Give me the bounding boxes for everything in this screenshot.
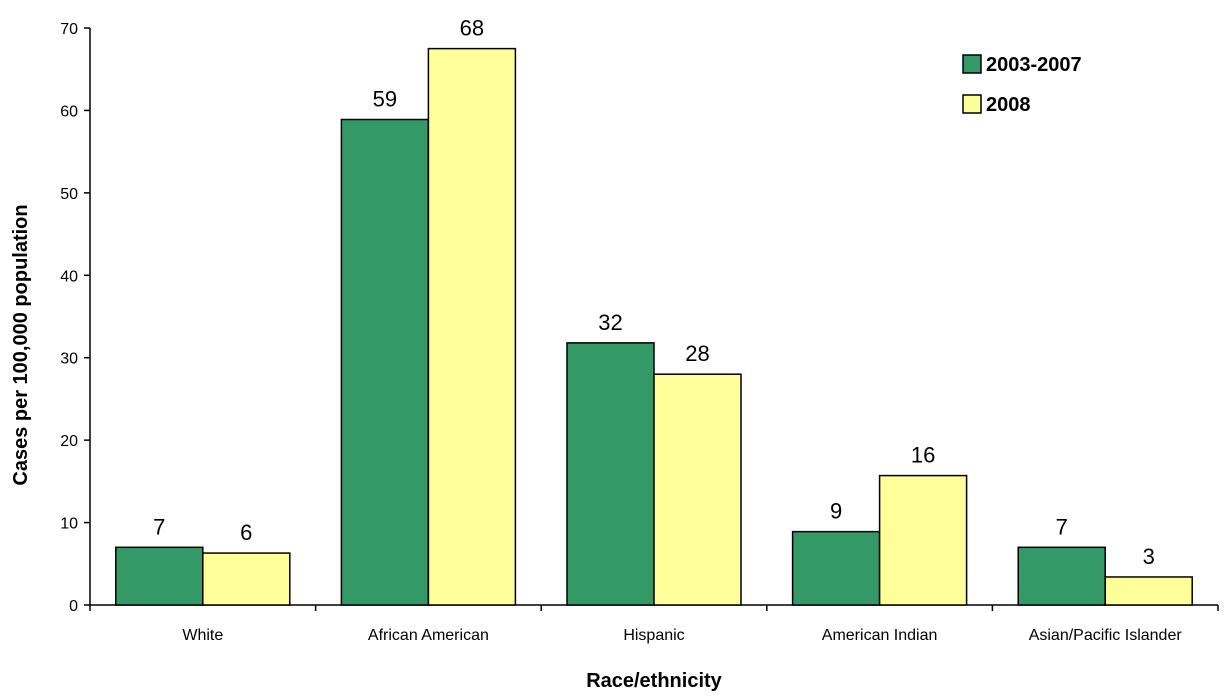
x-tick-label: White	[182, 627, 223, 644]
bar-series2	[653, 373, 742, 606]
data-label: 9	[830, 499, 842, 524]
data-label: 7	[153, 514, 165, 539]
y-axis-title: Cases per 100,000 population	[10, 204, 32, 485]
data-label: 16	[911, 443, 935, 468]
bar-series1	[791, 530, 881, 606]
x-tick-label: American Indian	[822, 627, 938, 644]
legend-swatch-2008	[962, 94, 982, 114]
data-label: 3	[1143, 544, 1155, 569]
legend-label-2008: 2008	[986, 94, 1031, 116]
data-label: 32	[598, 310, 622, 335]
y-tick-label: 60	[60, 103, 78, 120]
bars	[115, 47, 1193, 606]
bar-series1	[566, 342, 655, 606]
bar-series2	[878, 474, 968, 606]
legend: 2003-2007 2008	[962, 54, 1082, 116]
y-tick-label: 0	[69, 598, 78, 615]
x-axis: White African American Hispanic American In…	[89, 604, 1219, 644]
bar-series2	[427, 47, 517, 606]
y-tick-label: 30	[60, 351, 78, 368]
y-axis: 0 10 20 30 40 50 60 70	[60, 21, 91, 615]
y-tick-label: 70	[60, 21, 78, 38]
x-tick-label: Asian/Pacific Islander	[1029, 627, 1183, 644]
data-label: 28	[685, 341, 709, 366]
y-tick-label: 50	[60, 186, 78, 203]
data-label: 6	[240, 520, 252, 545]
y-tick-label: 40	[60, 268, 78, 285]
legend-swatch-2003-2007	[962, 54, 982, 74]
y-tick-label: 10	[60, 516, 78, 533]
bar-series1	[115, 546, 204, 606]
data-label: 59	[373, 86, 397, 111]
y-tick-label: 20	[60, 433, 78, 450]
bar-series2	[202, 552, 291, 606]
bar-series1	[340, 118, 430, 606]
x-axis-title: Race/ethnicity	[586, 670, 722, 692]
data-label: 7	[1056, 514, 1068, 539]
bar-series2	[1104, 576, 1193, 606]
x-tick-label: Hispanic	[623, 627, 684, 644]
data-labels: 7 6 59 68 32 28 9 16 7 3	[153, 16, 1155, 569]
legend-label-2003-2007: 2003-2007	[986, 54, 1082, 76]
bar-series1	[1017, 546, 1106, 606]
x-tick-label: African American	[368, 627, 489, 644]
data-label: 68	[460, 16, 484, 41]
